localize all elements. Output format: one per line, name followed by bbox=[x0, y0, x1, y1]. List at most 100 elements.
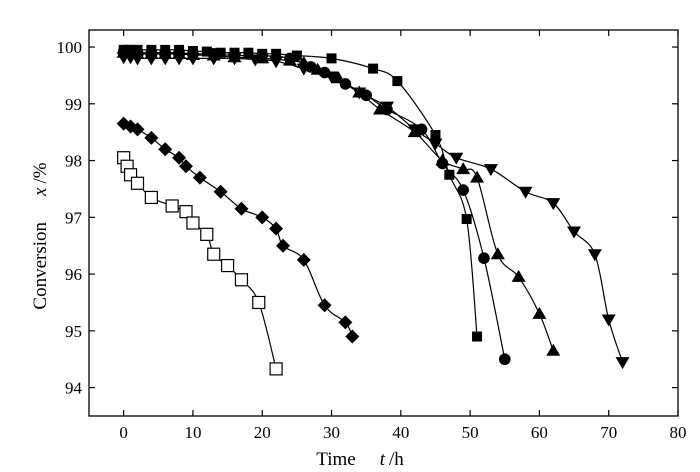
data-point bbox=[456, 162, 471, 175]
data-point bbox=[269, 221, 284, 236]
ticks-layer: 0 10 20 30 40 50 60 70 80 94 95 96 97 98 99 100 bbox=[57, 30, 687, 442]
y-tick-label: 99 bbox=[65, 95, 82, 114]
series-line bbox=[123, 52, 554, 351]
data-point bbox=[518, 186, 533, 199]
data-point bbox=[392, 76, 403, 87]
data-point bbox=[172, 53, 187, 66]
data-point bbox=[248, 54, 263, 67]
data-point bbox=[130, 176, 145, 190]
data-point bbox=[470, 170, 485, 183]
data-point bbox=[567, 226, 582, 239]
x-tick-label: 30 bbox=[323, 423, 340, 442]
data-point bbox=[472, 331, 483, 342]
data-point bbox=[269, 56, 284, 69]
data-point bbox=[546, 343, 561, 356]
data-point bbox=[269, 362, 283, 376]
y-axis-unit: /% bbox=[30, 162, 51, 183]
y-tick-label: 94 bbox=[65, 379, 83, 398]
data-point bbox=[615, 357, 630, 370]
data-point bbox=[532, 306, 547, 319]
data-point bbox=[158, 53, 173, 66]
data-point bbox=[186, 216, 200, 230]
data-point bbox=[158, 142, 173, 157]
data-point bbox=[255, 210, 270, 225]
data-point bbox=[130, 53, 145, 66]
data-point bbox=[207, 247, 221, 261]
y-axis-label: Conversion bbox=[30, 221, 51, 309]
data-point bbox=[215, 47, 226, 58]
data-point bbox=[345, 329, 360, 344]
data-point bbox=[200, 227, 214, 241]
series-line bbox=[123, 56, 624, 363]
y-axis-variable: x bbox=[30, 187, 51, 197]
data-point bbox=[243, 47, 254, 58]
data-point bbox=[368, 63, 379, 74]
series-line bbox=[123, 49, 478, 337]
data-point bbox=[546, 198, 561, 211]
data-point bbox=[449, 152, 464, 165]
y-tick-label: 95 bbox=[65, 322, 82, 341]
x-tick-label: 40 bbox=[392, 423, 409, 442]
data-point bbox=[331, 71, 346, 84]
data-point bbox=[435, 153, 450, 166]
data-point bbox=[282, 53, 297, 66]
series-square-open bbox=[117, 151, 283, 376]
data-point bbox=[234, 273, 249, 287]
data-point bbox=[201, 46, 212, 57]
data-point bbox=[213, 184, 228, 199]
y-tick-label: 100 bbox=[57, 38, 83, 57]
data-point bbox=[352, 87, 367, 100]
data-point bbox=[317, 298, 332, 313]
x-tick-label: 60 bbox=[531, 423, 548, 442]
data-point bbox=[144, 53, 159, 66]
data-point bbox=[324, 71, 339, 84]
data-point bbox=[407, 124, 422, 137]
data-point bbox=[185, 53, 200, 66]
series-layer bbox=[116, 44, 630, 376]
data-point bbox=[172, 150, 187, 165]
data-point bbox=[457, 184, 469, 196]
data-point bbox=[430, 130, 441, 141]
x-tick-label: 80 bbox=[670, 423, 687, 442]
x-axis-unit: /h bbox=[389, 449, 404, 470]
series-triangle-up-filled bbox=[116, 45, 561, 356]
data-point bbox=[276, 238, 291, 253]
data-point bbox=[296, 63, 311, 76]
data-point bbox=[373, 102, 388, 115]
series-line bbox=[123, 123, 353, 337]
data-point bbox=[326, 53, 337, 64]
data-point bbox=[483, 164, 498, 177]
data-point bbox=[234, 201, 249, 216]
series-square-filled bbox=[118, 44, 483, 342]
plot-frame bbox=[88, 29, 679, 417]
data-point bbox=[511, 269, 526, 282]
x-tick-label: 10 bbox=[184, 423, 201, 442]
data-point bbox=[271, 48, 282, 59]
data-point bbox=[192, 170, 207, 185]
series-line bbox=[123, 157, 277, 370]
x-tick-label: 20 bbox=[254, 423, 271, 442]
y-tick-label: 97 bbox=[65, 208, 83, 227]
data-point bbox=[498, 353, 511, 366]
data-point bbox=[338, 315, 353, 330]
data-point bbox=[179, 159, 194, 174]
data-point bbox=[601, 314, 616, 327]
x-axis-label: Time bbox=[316, 449, 355, 470]
data-point bbox=[179, 205, 193, 219]
data-point bbox=[444, 169, 455, 180]
x-tick-label: 0 bbox=[119, 423, 128, 442]
series-triangle-down-filled bbox=[116, 52, 630, 370]
y-tick-label: 96 bbox=[65, 265, 82, 284]
data-point bbox=[490, 247, 505, 260]
series-diamond-filled bbox=[116, 116, 360, 344]
data-point bbox=[220, 258, 235, 273]
data-point bbox=[165, 199, 179, 213]
x-axis-title: Time t/h bbox=[316, 449, 404, 470]
data-point bbox=[587, 249, 602, 262]
x-tick-label: 70 bbox=[600, 423, 617, 442]
x-axis-variable: t bbox=[380, 449, 386, 470]
data-point bbox=[252, 295, 266, 310]
data-point bbox=[206, 53, 221, 66]
data-point bbox=[130, 122, 145, 137]
